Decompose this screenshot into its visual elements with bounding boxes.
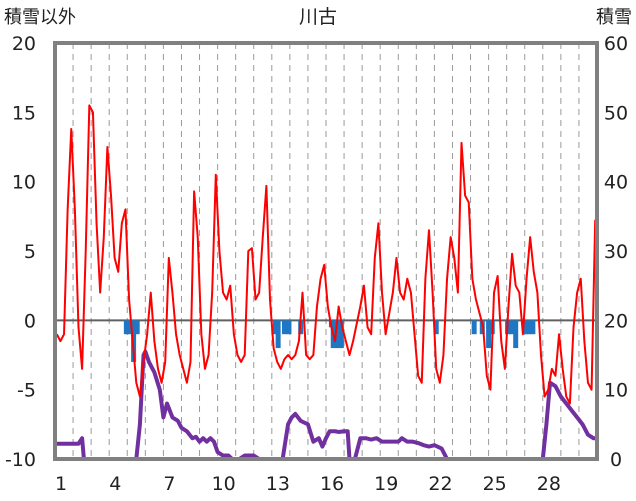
- left-tick-label: 5: [24, 241, 36, 263]
- x-tick-label: 19: [374, 473, 398, 495]
- x-tick-label: 25: [483, 473, 507, 495]
- precip-bar-20: [508, 320, 514, 335]
- x-tick-label: 10: [212, 473, 236, 495]
- left-tick-label: 0: [24, 310, 36, 332]
- left-axis-label: 積雪以外: [4, 7, 76, 28]
- left-tick-label: -5: [17, 380, 36, 402]
- left-tick-label: 15: [12, 102, 36, 124]
- precip-bar-17: [486, 320, 492, 349]
- x-tick-label: 22: [428, 473, 452, 495]
- right-axis-label: 積雪: [596, 7, 632, 28]
- precip-bar-0: [123, 320, 129, 335]
- right-tick-label: 20: [604, 310, 628, 332]
- precip-bar-21: [513, 320, 519, 349]
- precip-bar-3: [134, 320, 140, 335]
- precip-bar-12: [336, 320, 342, 349]
- precip-bar-23: [526, 320, 532, 335]
- precip-bar-22: [523, 320, 529, 335]
- right-tick-label: 10: [604, 380, 628, 402]
- x-tick-label: 4: [109, 473, 121, 495]
- precip-bar-14: [433, 320, 439, 335]
- grid: [72, 43, 580, 459]
- x-tick-label: 28: [537, 473, 561, 495]
- precip-bar-4: [272, 320, 278, 335]
- plot-frame: [53, 41, 599, 461]
- precip-bar-6: [281, 320, 287, 335]
- precip-bar-5: [275, 320, 281, 349]
- x-tick-label: 7: [163, 473, 175, 495]
- x-tick-label: 16: [320, 473, 344, 495]
- right-tick-label: 50: [604, 102, 628, 124]
- x-tick-label: 13: [266, 473, 290, 495]
- precip-bar-24: [530, 320, 536, 335]
- right-tick-label: 30: [604, 241, 628, 263]
- chart-title: 川古: [299, 6, 337, 28]
- precip-bar-1: [127, 320, 133, 335]
- precip-bar-7: [286, 320, 292, 335]
- precip-bar-13: [338, 320, 344, 349]
- temperature-line: [55, 104, 598, 405]
- right-tick-label: 60: [604, 33, 628, 55]
- right-tick-label: 40: [604, 172, 628, 194]
- x-tick-label: 1: [55, 473, 67, 495]
- left-tick-label: -10: [5, 449, 36, 471]
- precip-bar-15: [471, 320, 477, 335]
- right-tick-label: 0: [610, 449, 622, 471]
- left-tick-label: 10: [12, 172, 36, 194]
- snow-depth-line: [55, 349, 597, 461]
- left-tick-label: 20: [12, 33, 36, 55]
